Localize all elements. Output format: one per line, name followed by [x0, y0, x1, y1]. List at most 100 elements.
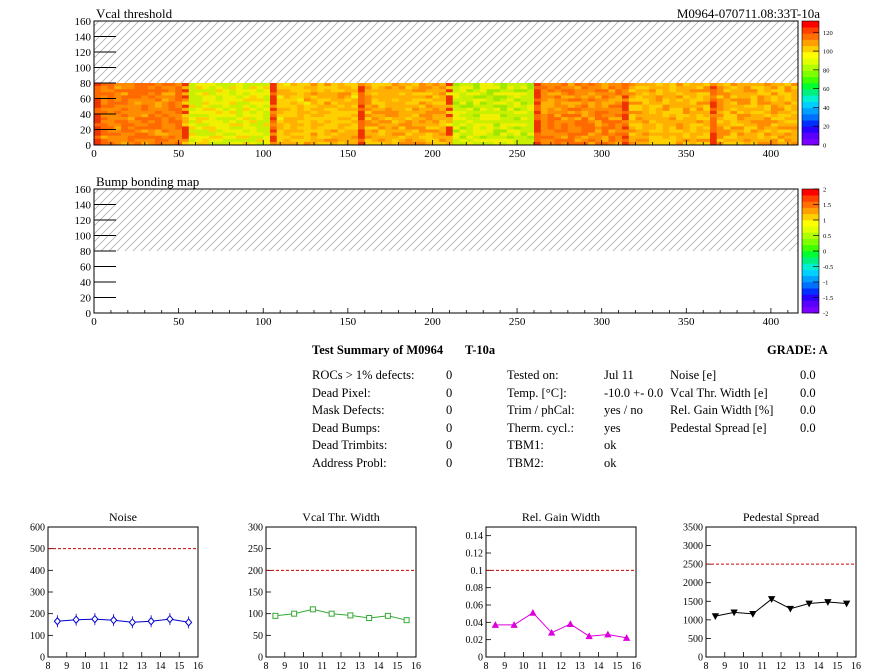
heatmap-cell	[222, 114, 230, 118]
heatmap-cell	[330, 120, 338, 124]
heatmap-cell	[777, 126, 785, 130]
heatmap-cell	[493, 129, 501, 133]
data-point	[184, 618, 193, 627]
heatmap-cell	[676, 104, 684, 109]
heatmap-cell	[716, 110, 724, 115]
heatmap-cell	[669, 114, 677, 118]
heatmap-cell	[154, 117, 162, 121]
heatmap-cell	[601, 120, 609, 124]
heatmap-cell	[425, 132, 433, 136]
heatmap-cell	[310, 107, 318, 112]
heatmap-cell	[710, 117, 718, 121]
heatmap-cell	[777, 117, 785, 121]
heatmap-cell	[276, 126, 284, 130]
heatmap-cell	[222, 120, 230, 124]
heatmap-cell	[770, 138, 778, 143]
heatmap-cell	[175, 123, 183, 127]
chart-frame	[265, 526, 417, 658]
heatmap-cell	[107, 107, 115, 112]
x-tick-label: 9	[502, 661, 507, 672]
heatmap-cell	[297, 83, 305, 87]
heatmap-cell	[676, 132, 684, 136]
heatmap-cell	[493, 89, 501, 93]
heatmap-cell	[188, 95, 196, 99]
x-tick-label: 13	[575, 661, 585, 672]
heatmap-cell	[540, 92, 548, 96]
heatmap-cell	[567, 92, 575, 96]
heatmap-cell	[601, 98, 609, 102]
heatmap-cell	[446, 135, 454, 140]
heatmap-cell	[154, 110, 162, 115]
heatmap-cell	[547, 83, 555, 87]
y-tick-label: 0.08	[466, 583, 484, 594]
heatmap-cell	[290, 135, 298, 140]
heatmap-cell	[283, 110, 291, 115]
heatmap-cell	[696, 114, 704, 118]
heatmap-cell	[134, 107, 142, 112]
heatmap-cell	[567, 114, 575, 118]
heatmap-cell	[337, 129, 345, 133]
heatmap-cell	[574, 132, 582, 136]
palette-band	[802, 33, 819, 40]
summary-value: yes	[604, 420, 621, 435]
palette-band	[802, 27, 819, 34]
heatmap-cell	[452, 120, 460, 124]
heatmap-cell	[324, 92, 332, 96]
heatmap-cell	[730, 120, 738, 124]
heatmap-cell	[364, 129, 372, 133]
palette-band	[802, 244, 819, 252]
heatmap-cell	[317, 86, 325, 90]
heatmap-cell	[371, 98, 379, 102]
heatmap-cell	[195, 123, 203, 127]
heatmap-cell	[750, 107, 758, 112]
heatmap-cell	[398, 129, 406, 133]
palette-band	[802, 257, 819, 264]
heatmap-cell	[371, 141, 379, 146]
heatmap-cell	[689, 101, 697, 105]
heatmap-cell	[195, 114, 203, 118]
heatmap-cell	[466, 126, 474, 130]
heatmap-cell	[642, 107, 650, 112]
heatmap-cell	[642, 141, 650, 146]
heatmap-cell	[784, 110, 792, 115]
heatmap-cell	[222, 126, 230, 130]
heatmap-cell	[405, 101, 413, 105]
summary-width-values: 0.0 0.0 0.0 0.0	[800, 367, 816, 437]
heatmap-cell	[777, 104, 785, 109]
heatmap-cell	[337, 141, 345, 146]
heatmap-cell	[770, 129, 778, 133]
heatmap-cell	[601, 95, 609, 99]
heatmap-cell	[750, 129, 758, 133]
heatmap-cell	[493, 123, 501, 127]
heatmap-cell	[263, 92, 271, 96]
heatmap-cell	[588, 101, 596, 105]
heatmap-cell	[622, 117, 630, 121]
heatmap-cell	[154, 138, 162, 143]
heatmap-cell	[682, 123, 690, 127]
heatmap-cell	[655, 114, 663, 118]
heatmap-cell	[249, 107, 257, 112]
heatmap-cell	[242, 107, 250, 112]
heatmap-cell	[378, 120, 386, 124]
heatmap-cell	[540, 95, 548, 99]
heatmap-cell	[506, 120, 514, 124]
heatmap-cell	[689, 92, 697, 96]
heatmap-cell	[100, 135, 108, 140]
heatmap-cell	[398, 98, 406, 102]
heatmap-cell	[493, 117, 501, 121]
heatmap-cell	[127, 114, 135, 118]
heatmap-cell	[330, 110, 338, 115]
x-tick-label: 12	[556, 661, 566, 672]
heatmap-cell	[554, 98, 562, 102]
heatmap-cell	[141, 132, 149, 136]
heatmap-cell	[229, 83, 237, 87]
heatmap-cell	[655, 98, 663, 102]
heatmap-cell	[418, 92, 426, 96]
heatmap-cell	[182, 104, 190, 109]
heatmap-cell	[520, 92, 528, 96]
heatmap-cell	[689, 126, 697, 130]
heatmap-cell	[466, 141, 474, 146]
heatmap-cell	[743, 129, 751, 133]
x-tick-label: 12	[776, 661, 786, 672]
